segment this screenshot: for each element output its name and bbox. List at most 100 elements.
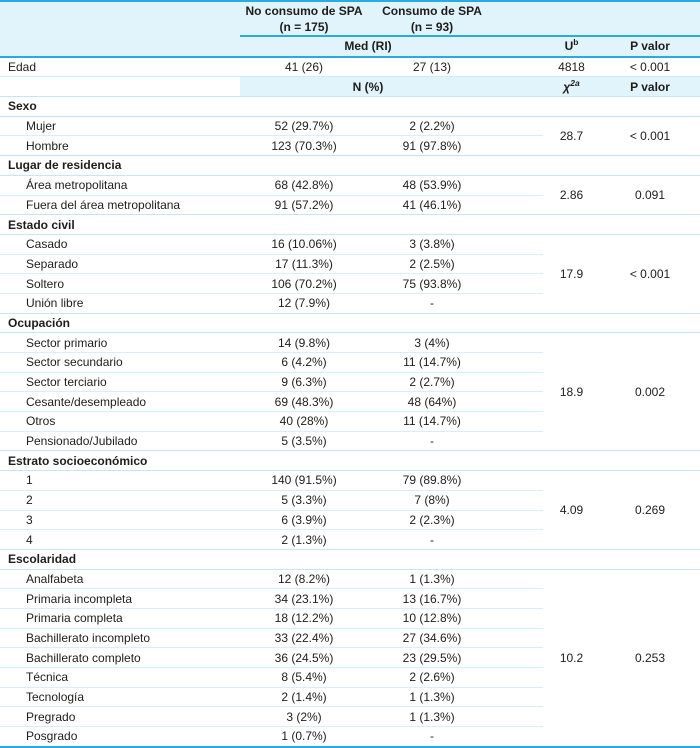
cell-spa: - — [430, 532, 434, 547]
cell-spa: 48 (53.9%) — [368, 175, 496, 196]
n-header-row: N (%) χ2a P valor — [0, 76, 700, 97]
table-row: Hombre 123 (70.3%) 91 (97.8%) — [0, 136, 700, 156]
cell-stat: 28.7 — [559, 128, 584, 143]
cell-spa: 27 (34.6%) — [368, 628, 496, 649]
table-row: Otros 40 (28%) 11 (14.7%) — [0, 411, 700, 432]
cell-no-spa: 68 (42.8%) — [240, 175, 368, 196]
section-row-escolaridad: Escolaridad — [0, 548, 700, 570]
cell-spa: 75 (93.8%) — [368, 273, 496, 294]
cell-no-spa: 2 (1.3%) — [281, 532, 327, 547]
cell-label: Sector secundario — [0, 352, 240, 373]
section-title: Estrato socioeconómico — [0, 450, 240, 472]
cell-label: Mujer — [0, 116, 240, 137]
section-row-lugar: Lugar de residencia — [0, 155, 700, 176]
cell-no-spa: 106 (70.2%) — [240, 273, 368, 294]
cell-no-spa: 17 (11.3%) — [240, 254, 368, 275]
cell-no-spa: 5 (3.3%) — [240, 490, 368, 511]
table-row-edad: Edad 41 (26) 27 (13) 4818 < 0.001 — [0, 56, 700, 78]
med-ri-header: Med (RI) — [240, 36, 496, 58]
table-row: Sector terciario 9 (6.3%) 2 (2.7%) — [0, 372, 700, 393]
cell-no-spa: 6 (4.2%) — [240, 352, 368, 373]
cell-no-spa: 33 (22.4%) — [240, 628, 368, 649]
cell-spa: 23 (29.5%) — [368, 647, 496, 668]
group-header-row: No consumo de SPA (n = 175) Consumo de S… — [0, 1, 700, 37]
cell-spa: - — [430, 296, 434, 311]
col-header-no-consumo: No consumo de SPA (n = 175) — [240, 1, 368, 37]
cell-no-spa: 41 (26) — [240, 56, 368, 78]
table-row: Primaria incompleta 34 (23.1%) 13 (16.7%… — [0, 588, 700, 609]
cell-spa: 11 (14.7%) — [368, 352, 496, 373]
table-row: Técnica 8 (5.4%) 2 (2.6%) — [0, 667, 700, 688]
cell-p: 0.269 — [634, 503, 666, 517]
cell-no-spa: 52 (29.7%) — [240, 116, 368, 137]
cell-spa: 41 (46.1%) — [402, 197, 462, 212]
u-stat-header: Ub — [543, 36, 600, 58]
spacer-cell — [496, 490, 543, 511]
cell-spa: 10 (12.8%) — [368, 608, 496, 629]
cell-label: Área metropolitana — [0, 175, 240, 196]
cell-label: Hombre — [26, 138, 69, 153]
cell-p: 0.002 — [634, 384, 666, 399]
empty-cell — [0, 77, 240, 97]
cell-spa: 27 (13) — [368, 56, 496, 78]
spacer-cell — [496, 431, 543, 451]
table-row: Soltero 106 (70.2%) 75 (93.8%) — [0, 273, 700, 294]
spacer-cell — [496, 293, 543, 313]
cell-spa: 1 (1.3%) — [368, 569, 496, 590]
section-filler — [240, 548, 700, 570]
cell-spa: 2 (2.7%) — [368, 372, 496, 393]
table-row: Área metropolitana 68 (42.8%) 48 (53.9%)… — [0, 175, 700, 202]
cell-label: Primaria incompleta — [0, 588, 240, 609]
spacer-cell — [496, 647, 543, 668]
empty-cell — [0, 36, 240, 58]
cell-no-spa: 5 (3.5%) — [281, 434, 327, 449]
cell-no-spa: 16 (10.06%) — [240, 234, 368, 255]
cell-no-spa: 40 (28%) — [240, 411, 368, 432]
cell-spa: 91 (97.8%) — [402, 138, 462, 153]
cell-label: Cesante/desempleado — [0, 391, 240, 413]
cell-spa: 2 (2.2%) — [368, 116, 496, 137]
cell-no-spa: 123 (70.3%) — [271, 138, 337, 153]
cell-no-spa: 34 (23.1%) — [240, 588, 368, 609]
table-row: Casado 16 (10.06%) 3 (3.8%) 17.9 < 0.001 — [0, 234, 700, 281]
cell-label: 4 — [26, 532, 33, 547]
cell-no-spa: 14 (9.8%) — [240, 332, 368, 353]
cell-no-spa: 18 (12.2%) — [240, 608, 368, 629]
cell-label: Bachillerato incompleto — [0, 628, 240, 649]
cell-label: 2 — [0, 490, 240, 511]
spacer-cell — [496, 352, 543, 373]
cell-spa: 79 (89.8%) — [368, 470, 496, 491]
cell-spa: 3 (4%) — [368, 332, 496, 353]
section-filler — [240, 214, 700, 235]
cell-no-spa: 69 (48.3%) — [240, 391, 368, 413]
spacer-cell — [496, 510, 543, 531]
spacer-cell — [496, 195, 543, 215]
chi-superscript: 2a — [570, 77, 580, 88]
cell-label: Separado — [0, 254, 240, 275]
table-row: Bachillerato incompleto 33 (22.4%) 27 (3… — [0, 628, 700, 649]
cell-no-spa: 9 (6.3%) — [240, 372, 368, 393]
spacer-cell — [496, 687, 543, 708]
cell-no-spa: 12 (8.2%) — [240, 569, 368, 590]
cell-label: Sector primario — [0, 332, 240, 353]
u-superscript: b — [573, 37, 579, 48]
table-row: 3 6 (3.9%) 2 (2.3%) — [0, 510, 700, 531]
cell-label: Bachillerato completo — [0, 647, 240, 668]
cell-label: Fuera del área metropolitana — [26, 197, 181, 212]
cell-p: < 0.001 — [600, 56, 700, 78]
table-row: Tecnología 2 (1.4%) 1 (1.3%) — [0, 687, 700, 708]
table-row: Fuera del área metropolitana 91 (57.2%) … — [0, 195, 700, 215]
spacer-cell — [543, 1, 600, 37]
cell-label: Analfabeta — [0, 569, 240, 590]
cell-p: 0.253 — [634, 650, 666, 665]
section-row-estado-civil: Estado civil — [0, 214, 700, 235]
cell-spa: 2 (2.3%) — [368, 510, 496, 531]
spacer-cell — [496, 175, 543, 196]
chi-symbol: χ — [563, 79, 571, 94]
spacer-cell — [496, 588, 543, 609]
cell-stat: 2.86 — [559, 188, 584, 202]
section-filler — [240, 155, 700, 176]
spacer-cell — [496, 254, 543, 275]
cell-spa: 2 (2.5%) — [368, 254, 496, 275]
cell-stat: 4818 — [543, 56, 600, 78]
